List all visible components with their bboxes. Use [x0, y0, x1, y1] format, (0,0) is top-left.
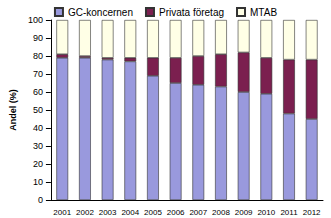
svg-text:50: 50: [33, 105, 43, 115]
svg-text:2009: 2009: [235, 208, 253, 217]
svg-text:Andel (%): Andel (%): [8, 89, 18, 131]
svg-text:80: 80: [33, 51, 43, 61]
svg-text:60: 60: [33, 87, 43, 97]
svg-text:MTAB: MTAB: [250, 7, 277, 18]
svg-text:2003: 2003: [99, 208, 117, 217]
svg-text:Privata företag: Privata företag: [159, 7, 224, 18]
svg-text:2005: 2005: [144, 208, 162, 217]
svg-text:0: 0: [38, 195, 43, 205]
svg-text:40: 40: [33, 123, 43, 133]
svg-text:2011: 2011: [280, 208, 298, 217]
svg-text:2004: 2004: [121, 208, 139, 217]
svg-text:2002: 2002: [76, 208, 94, 217]
svg-text:70: 70: [33, 69, 43, 79]
svg-text:GC-koncernen: GC-koncernen: [68, 7, 133, 18]
svg-text:90: 90: [33, 33, 43, 43]
svg-text:2012: 2012: [303, 208, 321, 217]
svg-text:2001: 2001: [53, 208, 71, 217]
svg-text:2006: 2006: [167, 208, 185, 217]
svg-text:10: 10: [33, 177, 43, 187]
svg-text:20: 20: [33, 159, 43, 169]
svg-text:2008: 2008: [212, 208, 230, 217]
svg-text:2010: 2010: [257, 208, 275, 217]
svg-text:30: 30: [33, 141, 43, 151]
svg-text:100: 100: [28, 15, 43, 25]
svg-text:2007: 2007: [189, 208, 207, 217]
